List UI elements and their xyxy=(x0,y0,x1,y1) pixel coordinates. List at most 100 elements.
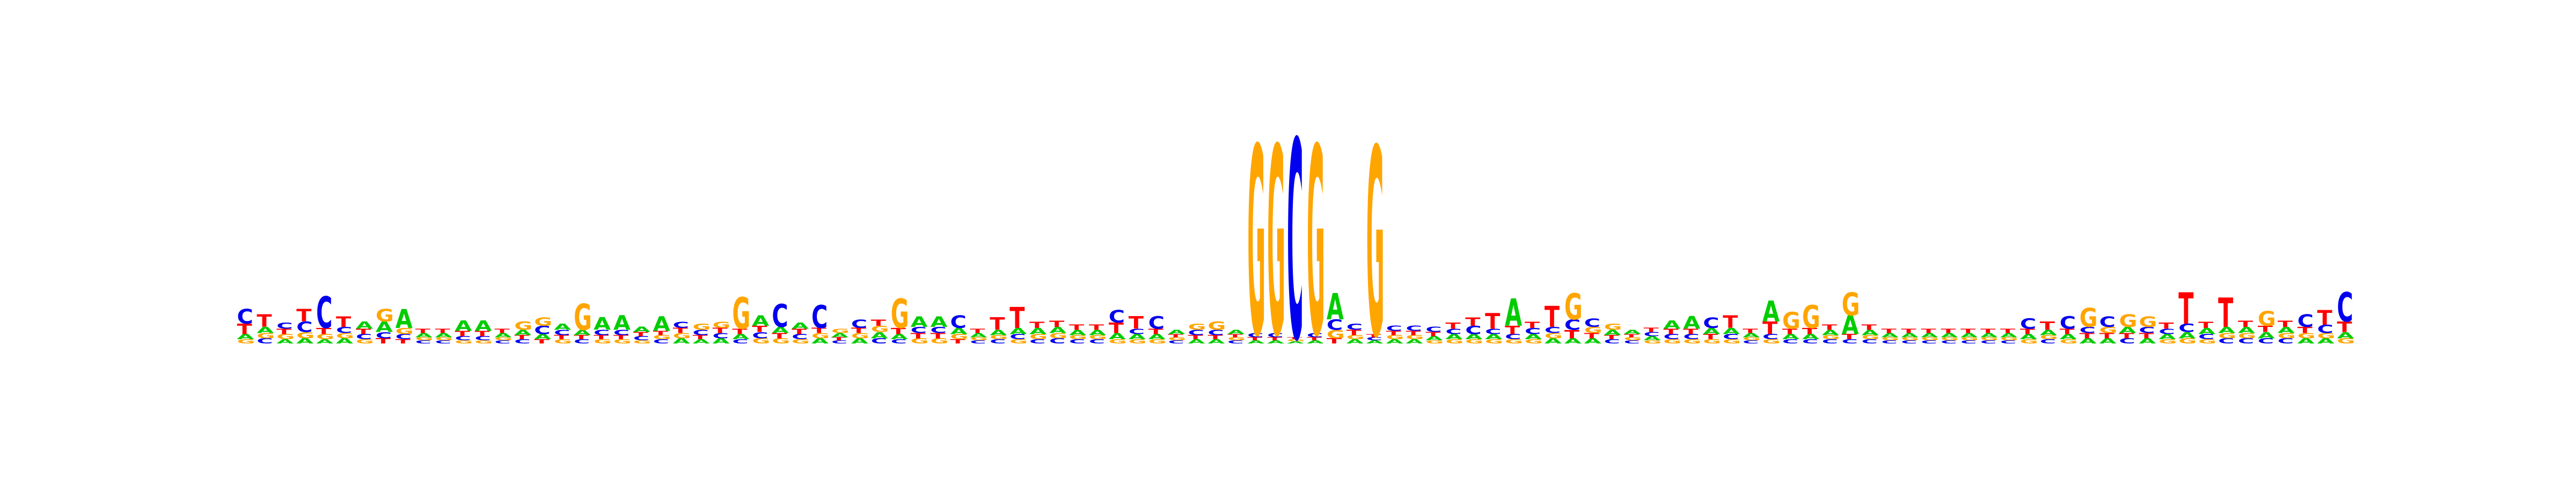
logo-letter-t: T xyxy=(1148,327,1163,336)
logo-letter-t: T xyxy=(2040,319,2055,333)
logo-letter-c: C xyxy=(574,338,590,345)
logo-letter-g: G xyxy=(1564,287,1583,328)
logo-letter-g: G xyxy=(1960,336,1979,341)
logo-letter-t: T xyxy=(2178,284,2194,334)
logo-letter-c: C xyxy=(1644,331,1660,338)
logo-letter-g: G xyxy=(1089,334,1107,341)
logo-letter-t: T xyxy=(396,338,411,345)
logo-letter-c: C xyxy=(831,340,847,345)
logo-letter-c: C xyxy=(613,328,630,337)
logo-letter-a: A xyxy=(1485,333,1502,341)
logo-letter-t: T xyxy=(732,327,747,336)
logo-letter-t: T xyxy=(2099,332,2114,340)
logo-letter-a: A xyxy=(415,332,433,339)
logo-letter-c: C xyxy=(2080,325,2096,335)
logo-letter-g: G xyxy=(1723,338,1741,345)
logo-letter-g: G xyxy=(1287,339,1305,342)
logo-letter-a: A xyxy=(2158,333,2176,341)
logo-letter-t: T xyxy=(772,332,787,340)
logo-letter-t: T xyxy=(1901,328,1916,334)
logo-letter-t: T xyxy=(1584,332,1599,340)
logo-letter-g: G xyxy=(1703,338,1721,345)
logo-letter-g: G xyxy=(1624,336,1642,341)
logo-letter-c: C xyxy=(673,320,689,330)
logo-letter-c: C xyxy=(1327,317,1343,334)
logo-letter-g: G xyxy=(1307,94,1325,394)
logo-letter-g: G xyxy=(1505,338,1523,345)
logo-letter-g: G xyxy=(1148,338,1167,345)
logo-letter-c: C xyxy=(1941,340,1957,345)
logo-letter-g: G xyxy=(594,338,612,345)
logo-letter-t: T xyxy=(1663,327,1678,336)
logo-letter-c: C xyxy=(1445,327,1461,336)
logo-letter-a: A xyxy=(1782,333,1799,341)
logo-letter-c: C xyxy=(554,328,570,337)
logo-letter-g: G xyxy=(1802,298,1820,335)
logo-letter-g: G xyxy=(1346,334,1365,341)
logo-letter-a: A xyxy=(752,313,769,330)
logo-letter-a: A xyxy=(1842,310,1859,340)
logo-letter-a: A xyxy=(316,338,334,345)
logo-letter-c: C xyxy=(772,297,788,334)
logo-letter-g: G xyxy=(792,338,810,345)
logo-letter-c: C xyxy=(376,331,392,340)
logo-letter-a: A xyxy=(296,337,313,346)
logo-letter-t: T xyxy=(1624,333,1640,338)
logo-letter-a: A xyxy=(376,319,393,336)
logo-letter-a: A xyxy=(2178,331,2196,340)
logo-letter-g: G xyxy=(2218,332,2236,340)
logo-letter-t: T xyxy=(1307,336,1322,341)
logo-letter-g: G xyxy=(1009,338,1028,345)
logo-letter-a: A xyxy=(1525,333,1542,341)
logo-letter-g: G xyxy=(1644,340,1662,345)
logo-letter-a: A xyxy=(534,333,551,341)
logo-letter-a: A xyxy=(1802,333,1819,341)
logo-letter-t: T xyxy=(633,331,649,338)
logo-letter-t: T xyxy=(891,326,906,336)
logo-letter-g: G xyxy=(1445,338,1463,345)
logo-letter-t: T xyxy=(2258,324,2273,334)
logo-letter-a: A xyxy=(336,337,353,346)
logo-letter-t: T xyxy=(1465,315,1481,328)
logo-letter-a: A xyxy=(1089,328,1106,337)
logo-letter-c: C xyxy=(455,335,471,342)
logo-letter-a: A xyxy=(514,328,531,337)
logo-letter-g: G xyxy=(1862,334,1880,341)
logo-letter-a: A xyxy=(1188,338,1205,345)
logo-letter-t: T xyxy=(336,314,352,331)
logo-letter-t: T xyxy=(792,327,807,336)
logo-letter-g: G xyxy=(514,319,532,333)
logo-letter-a: A xyxy=(1247,340,1264,345)
logo-letter-t: T xyxy=(752,324,767,334)
logo-letter-t: T xyxy=(811,326,826,335)
logo-letter-t: T xyxy=(296,306,312,326)
logo-letter-t: T xyxy=(2080,332,2095,340)
logo-letter-c: C xyxy=(2020,316,2036,333)
logo-letter-g: G xyxy=(534,315,552,328)
logo-letter-t: T xyxy=(257,311,272,331)
logo-letter-g: G xyxy=(2258,308,2276,331)
logo-letter-a: A xyxy=(594,314,611,334)
logo-letter-g: G xyxy=(276,333,295,341)
logo-letter-c: C xyxy=(1168,340,1184,345)
logo-letter-t: T xyxy=(2119,332,2134,340)
logo-letter-g: G xyxy=(633,340,652,345)
logo-letter-g: G xyxy=(1782,308,1801,334)
logo-letter-g: G xyxy=(1663,338,1681,345)
logo-letter-t: T xyxy=(1762,318,1778,338)
logo-letter-g: G xyxy=(1901,336,1919,341)
logo-letter-a: A xyxy=(911,314,928,331)
logo-letter-c: C xyxy=(1762,333,1779,341)
logo-letter-c: C xyxy=(1485,327,1501,336)
logo-letter-c: C xyxy=(1802,338,1818,345)
logo-letter-c: C xyxy=(1921,340,1937,345)
logo-letter-g: G xyxy=(356,338,374,345)
logo-letter-g: G xyxy=(316,333,334,341)
logo-letter-a: A xyxy=(2000,332,2018,339)
logo-letter-g: G xyxy=(435,336,453,341)
logo-letter-g: G xyxy=(1425,340,1444,345)
logo-letter-a: A xyxy=(891,333,908,341)
logo-letter-t: T xyxy=(2297,325,2313,335)
logo-letter-a: A xyxy=(1960,332,1978,339)
logo-letter-c: C xyxy=(1188,328,1204,337)
